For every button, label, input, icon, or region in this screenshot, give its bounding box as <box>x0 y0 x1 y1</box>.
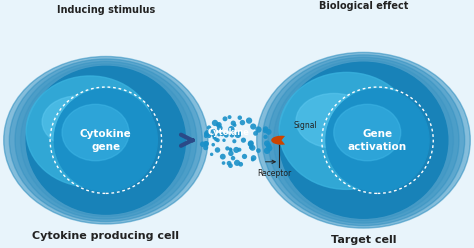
Point <box>265 146 273 150</box>
Point <box>238 121 246 124</box>
Point <box>240 138 247 142</box>
Point <box>262 129 269 133</box>
Ellipse shape <box>279 72 414 189</box>
Ellipse shape <box>334 104 401 161</box>
Point <box>252 131 259 135</box>
Text: Cytokine producing cell: Cytokine producing cell <box>32 231 179 241</box>
Wedge shape <box>271 136 285 145</box>
Point <box>249 146 256 150</box>
Point <box>227 147 234 151</box>
Ellipse shape <box>26 76 154 187</box>
Point <box>237 162 245 166</box>
Ellipse shape <box>4 57 208 224</box>
Point <box>202 146 210 150</box>
Point <box>234 133 242 137</box>
Point <box>236 148 243 152</box>
Point <box>220 138 228 142</box>
Ellipse shape <box>262 55 465 226</box>
Point <box>236 116 244 120</box>
Point <box>227 148 235 152</box>
Ellipse shape <box>62 104 129 161</box>
Point <box>249 124 257 128</box>
Text: Target cell: Target cell <box>331 235 396 245</box>
Point <box>247 145 255 149</box>
Text: Biological effect: Biological effect <box>319 1 408 11</box>
Point <box>202 132 210 136</box>
Text: Cytokine
gene: Cytokine gene <box>80 129 132 152</box>
Point <box>262 127 269 131</box>
Point <box>199 142 207 146</box>
Point <box>212 137 220 141</box>
Point <box>202 142 210 146</box>
Point <box>219 155 227 159</box>
Point <box>210 136 218 140</box>
Point <box>262 135 269 139</box>
Point <box>255 149 262 153</box>
Point <box>204 131 211 135</box>
Text: Gene
activation: Gene activation <box>348 129 407 152</box>
Ellipse shape <box>55 89 157 191</box>
Point <box>211 121 219 125</box>
Point <box>263 149 271 153</box>
Point <box>210 143 217 147</box>
Ellipse shape <box>20 64 191 217</box>
Point <box>229 156 237 160</box>
Ellipse shape <box>9 59 202 221</box>
Ellipse shape <box>15 62 197 219</box>
Text: Signal: Signal <box>293 121 317 130</box>
Ellipse shape <box>296 93 372 148</box>
Point <box>265 144 273 148</box>
Point <box>247 141 255 145</box>
Point <box>208 152 215 156</box>
Ellipse shape <box>26 66 185 214</box>
Point <box>210 129 217 133</box>
Point <box>255 127 262 131</box>
Point <box>245 119 253 123</box>
Text: Receptor: Receptor <box>257 169 292 178</box>
Point <box>202 134 210 138</box>
Point <box>214 148 221 152</box>
Point <box>221 117 229 121</box>
Point <box>216 126 224 130</box>
Point <box>233 161 241 165</box>
Point <box>205 134 213 138</box>
Point <box>236 131 243 135</box>
Point <box>215 133 223 137</box>
Ellipse shape <box>268 57 459 223</box>
Point <box>220 161 228 165</box>
Point <box>230 139 238 143</box>
Ellipse shape <box>42 96 114 148</box>
Point <box>228 133 236 137</box>
Point <box>231 123 238 127</box>
Point <box>263 141 271 145</box>
Point <box>247 142 255 146</box>
Point <box>232 148 240 152</box>
Point <box>210 133 218 137</box>
Point <box>250 156 257 160</box>
Point <box>249 158 256 162</box>
Point <box>228 127 235 131</box>
Text: Inducing stimulus: Inducing stimulus <box>57 5 155 15</box>
Ellipse shape <box>273 60 454 221</box>
Point <box>224 147 231 151</box>
Point <box>227 152 235 155</box>
Point <box>225 161 233 165</box>
Ellipse shape <box>257 52 470 228</box>
Point <box>214 138 221 142</box>
Point <box>222 133 230 137</box>
Text: Cytokine: Cytokine <box>208 127 249 136</box>
Point <box>227 164 234 168</box>
Ellipse shape <box>279 62 448 218</box>
Ellipse shape <box>326 89 429 191</box>
Point <box>219 132 226 136</box>
Point <box>205 126 213 130</box>
Point <box>229 121 237 125</box>
Point <box>215 123 223 127</box>
Point <box>226 115 233 119</box>
Point <box>241 155 248 158</box>
Point <box>202 142 210 146</box>
Point <box>214 123 222 127</box>
Point <box>265 130 273 134</box>
